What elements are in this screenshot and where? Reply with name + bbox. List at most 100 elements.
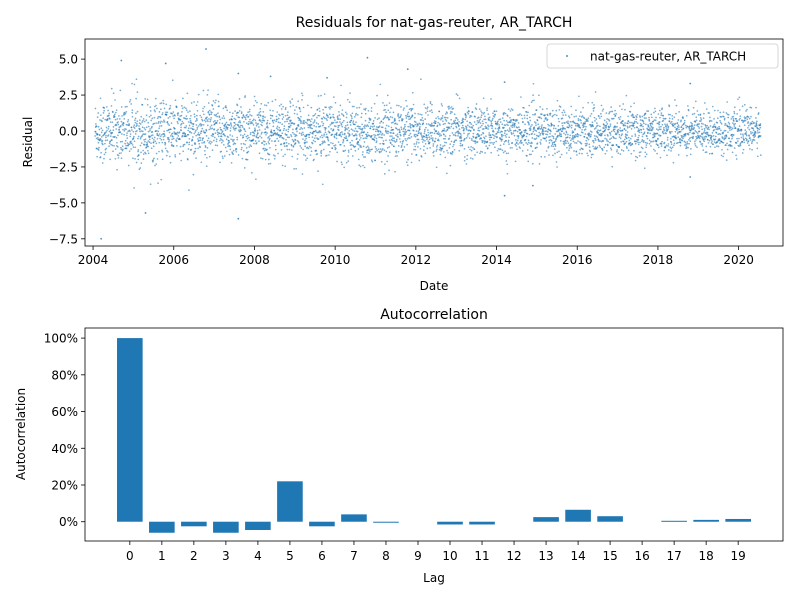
residual-point (599, 112, 602, 115)
residual-point (688, 127, 691, 130)
residual-point (755, 117, 757, 119)
residual-point (292, 128, 294, 131)
residual-point (520, 114, 523, 117)
residual-point (524, 138, 527, 141)
residual-point (651, 128, 654, 131)
residual-point (598, 117, 601, 119)
residual-point (282, 155, 285, 158)
residual-point (667, 143, 670, 145)
residual-point (104, 118, 107, 121)
residual-point (682, 137, 684, 140)
x-tick-label: 2014 (481, 253, 512, 267)
residual-point (400, 128, 403, 131)
residuals-x-label: Date (420, 279, 449, 293)
residual-point (662, 119, 665, 122)
residual-point (398, 128, 401, 131)
residual-point (444, 156, 447, 159)
residual-point (652, 140, 655, 143)
residual-point (396, 154, 398, 157)
residual-point (407, 158, 409, 161)
residual-point (589, 124, 592, 126)
residual-point (586, 120, 589, 122)
residual-point (160, 138, 163, 141)
residual-point (199, 132, 202, 135)
residual-point (447, 152, 449, 154)
residual-point (400, 106, 402, 108)
residual-point (545, 140, 548, 142)
residual-point (150, 142, 152, 145)
residual-point (486, 107, 489, 110)
residual-point (513, 119, 515, 121)
residual-point (551, 123, 553, 126)
residual-point (176, 137, 179, 140)
residual-point (232, 140, 234, 143)
residual-point (414, 112, 416, 115)
residual-point (695, 131, 698, 133)
residual-point (241, 157, 244, 160)
residual-point (722, 115, 725, 118)
residual-point (666, 136, 669, 139)
residual-point (585, 144, 588, 146)
residual-point (103, 107, 106, 109)
residual-point (264, 158, 267, 161)
residual-point (385, 104, 388, 107)
residual-point (574, 124, 577, 127)
residual-point (312, 132, 314, 135)
residual-point (214, 132, 217, 135)
residual-point (594, 120, 596, 122)
residual-point (423, 130, 426, 133)
residual-point (672, 125, 675, 127)
residual-point (637, 136, 640, 139)
residual-point (283, 127, 286, 130)
residual-point (596, 124, 599, 127)
residual-point (499, 136, 501, 139)
residual-point (428, 141, 431, 144)
residual-point (118, 115, 120, 117)
residual-point (271, 120, 274, 123)
residual-point (466, 154, 469, 157)
residual-point (615, 144, 618, 146)
residual-point (648, 116, 650, 119)
residual-point (673, 116, 676, 119)
y-tick-label: −5.0 (49, 196, 78, 210)
residual-point (509, 116, 511, 119)
residual-point (235, 127, 238, 130)
residual-point (109, 140, 112, 142)
residual-point (105, 134, 107, 137)
residuals-panel: Residuals for nat-gas-reuter, AR_TARCH 2… (21, 15, 784, 293)
residual-point (605, 124, 608, 127)
residual-point (187, 129, 189, 132)
residual-point (406, 164, 409, 167)
residual-point-outlier (164, 62, 167, 65)
residual-point (525, 129, 527, 132)
residual-point (341, 131, 343, 133)
residual-point (308, 119, 311, 121)
residual-point (465, 163, 468, 165)
residual-point (276, 111, 279, 113)
residual-point (186, 117, 189, 120)
residual-point (222, 140, 224, 142)
residual-point (201, 142, 203, 144)
residual-point (385, 129, 387, 132)
residual-point (339, 131, 342, 134)
residual-point-outlier (689, 82, 692, 85)
residual-point (208, 141, 210, 144)
x-tick-label: 2006 (158, 253, 189, 267)
residual-point (262, 117, 264, 120)
residual-point (380, 160, 383, 163)
residual-point (450, 106, 453, 108)
residual-point (252, 124, 255, 126)
residual-point (195, 129, 197, 132)
residual-point (726, 148, 729, 151)
residual-point (359, 125, 361, 128)
residual-point (346, 121, 349, 124)
residual-point (418, 131, 420, 134)
residual-point (167, 151, 169, 153)
residual-point (480, 133, 483, 136)
residual-point (327, 138, 329, 141)
residual-point (712, 143, 715, 146)
residual-point (216, 133, 219, 136)
residual-point (254, 130, 256, 133)
residual-point (349, 141, 352, 144)
residual-point (705, 135, 708, 138)
